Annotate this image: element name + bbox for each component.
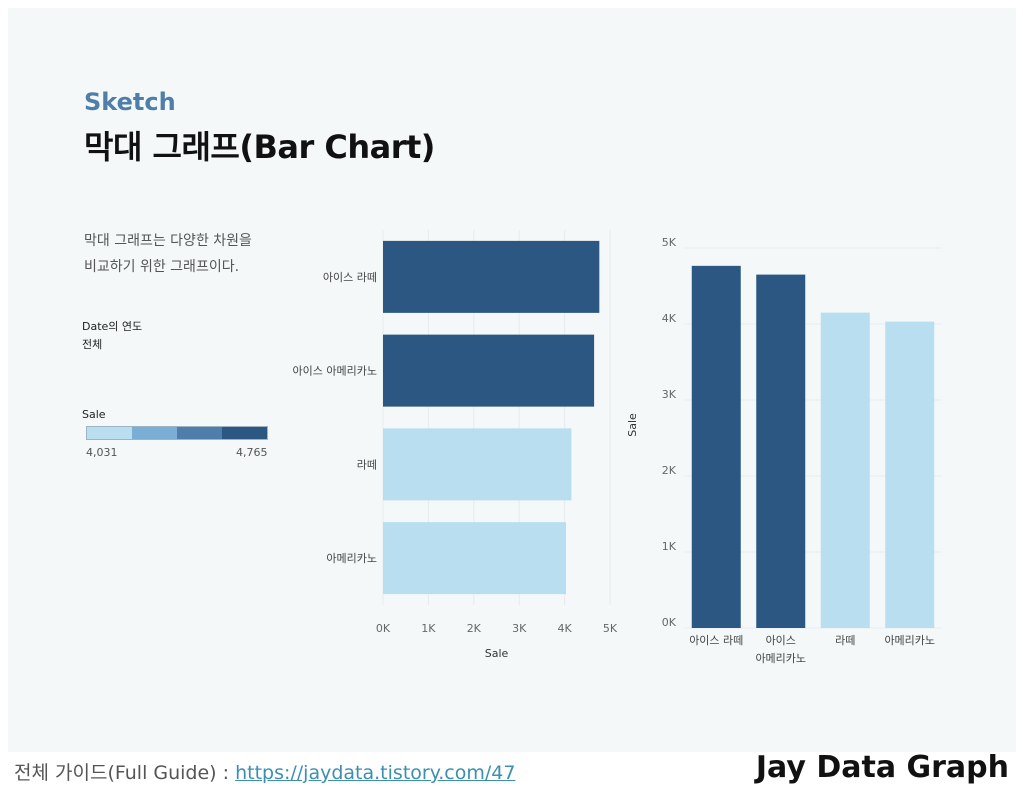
y-tick-label: 2K [662,464,677,477]
x-category-label: 아이스 라떼 [689,634,743,647]
bar [885,321,935,628]
color-legend [86,426,268,440]
y-axis-label: Sale [626,413,639,437]
filter-label: Date의 연도 [82,320,143,333]
x-tick-label: 0K [376,622,391,635]
guide-link[interactable]: https://jaydata.tistory.com/47 [235,762,516,784]
legend-swatch [222,427,267,439]
bar [691,265,741,628]
description-line: 막대 그래프는 다양한 차원을 [84,233,252,249]
x-category-label: 아이스 [766,634,796,647]
bar [756,274,806,628]
bar [383,240,600,313]
y-category-label: 아이스 아메리카노 [293,365,377,378]
x-tick-label: 4K [557,622,572,635]
y-category-label: 아메리카노 [326,552,377,565]
x-tick-label: 3K [512,622,527,635]
year-filter[interactable]: Date의 연도 전체 [82,318,142,354]
legend-min-label: 4,031 [86,446,118,459]
x-category-label: 아메리카노 [884,634,935,647]
y-category-label: 라떼 [357,458,377,471]
x-tick-label: 5K [603,622,618,635]
x-category-label: 아메리카노 [755,652,806,665]
legend-swatch [177,427,222,439]
guide-label: 전체 가이드(Full Guide) : [14,762,236,784]
bar [383,522,567,595]
description-line: 비교하기 위한 그래프이다. [84,259,240,275]
bar [383,428,572,501]
x-category-label: 라떼 [835,634,855,647]
y-tick-label: 0K [662,616,677,629]
x-tick-label: 2K [467,622,482,635]
y-tick-label: 4K [662,312,677,325]
x-tick-label: 1K [421,622,436,635]
legend-swatch [132,427,177,439]
brand-logo: Jay Data Graph [755,750,1009,785]
y-tick-label: 3K [662,388,677,401]
y-category-label: 아이스 라떼 [323,271,377,284]
legend-max-label: 4,765 [236,446,268,459]
bar [383,334,595,407]
legend-title: Sale [82,408,106,421]
subtitle: Sketch [84,88,176,116]
filter-value: 전체 [82,338,103,351]
footer-guide: 전체 가이드(Full Guide) : https://jaydata.tis… [14,758,515,785]
bar [820,312,870,628]
y-tick-label: 1K [662,540,677,553]
legend-swatch [87,427,132,439]
x-axis-label: Sale [485,647,509,660]
y-tick-label: 5K [662,236,677,249]
page-title: 막대 그래프(Bar Chart) [84,128,435,166]
description: 막대 그래프는 다양한 차원을 비교하기 위한 그래프이다. [84,228,284,280]
